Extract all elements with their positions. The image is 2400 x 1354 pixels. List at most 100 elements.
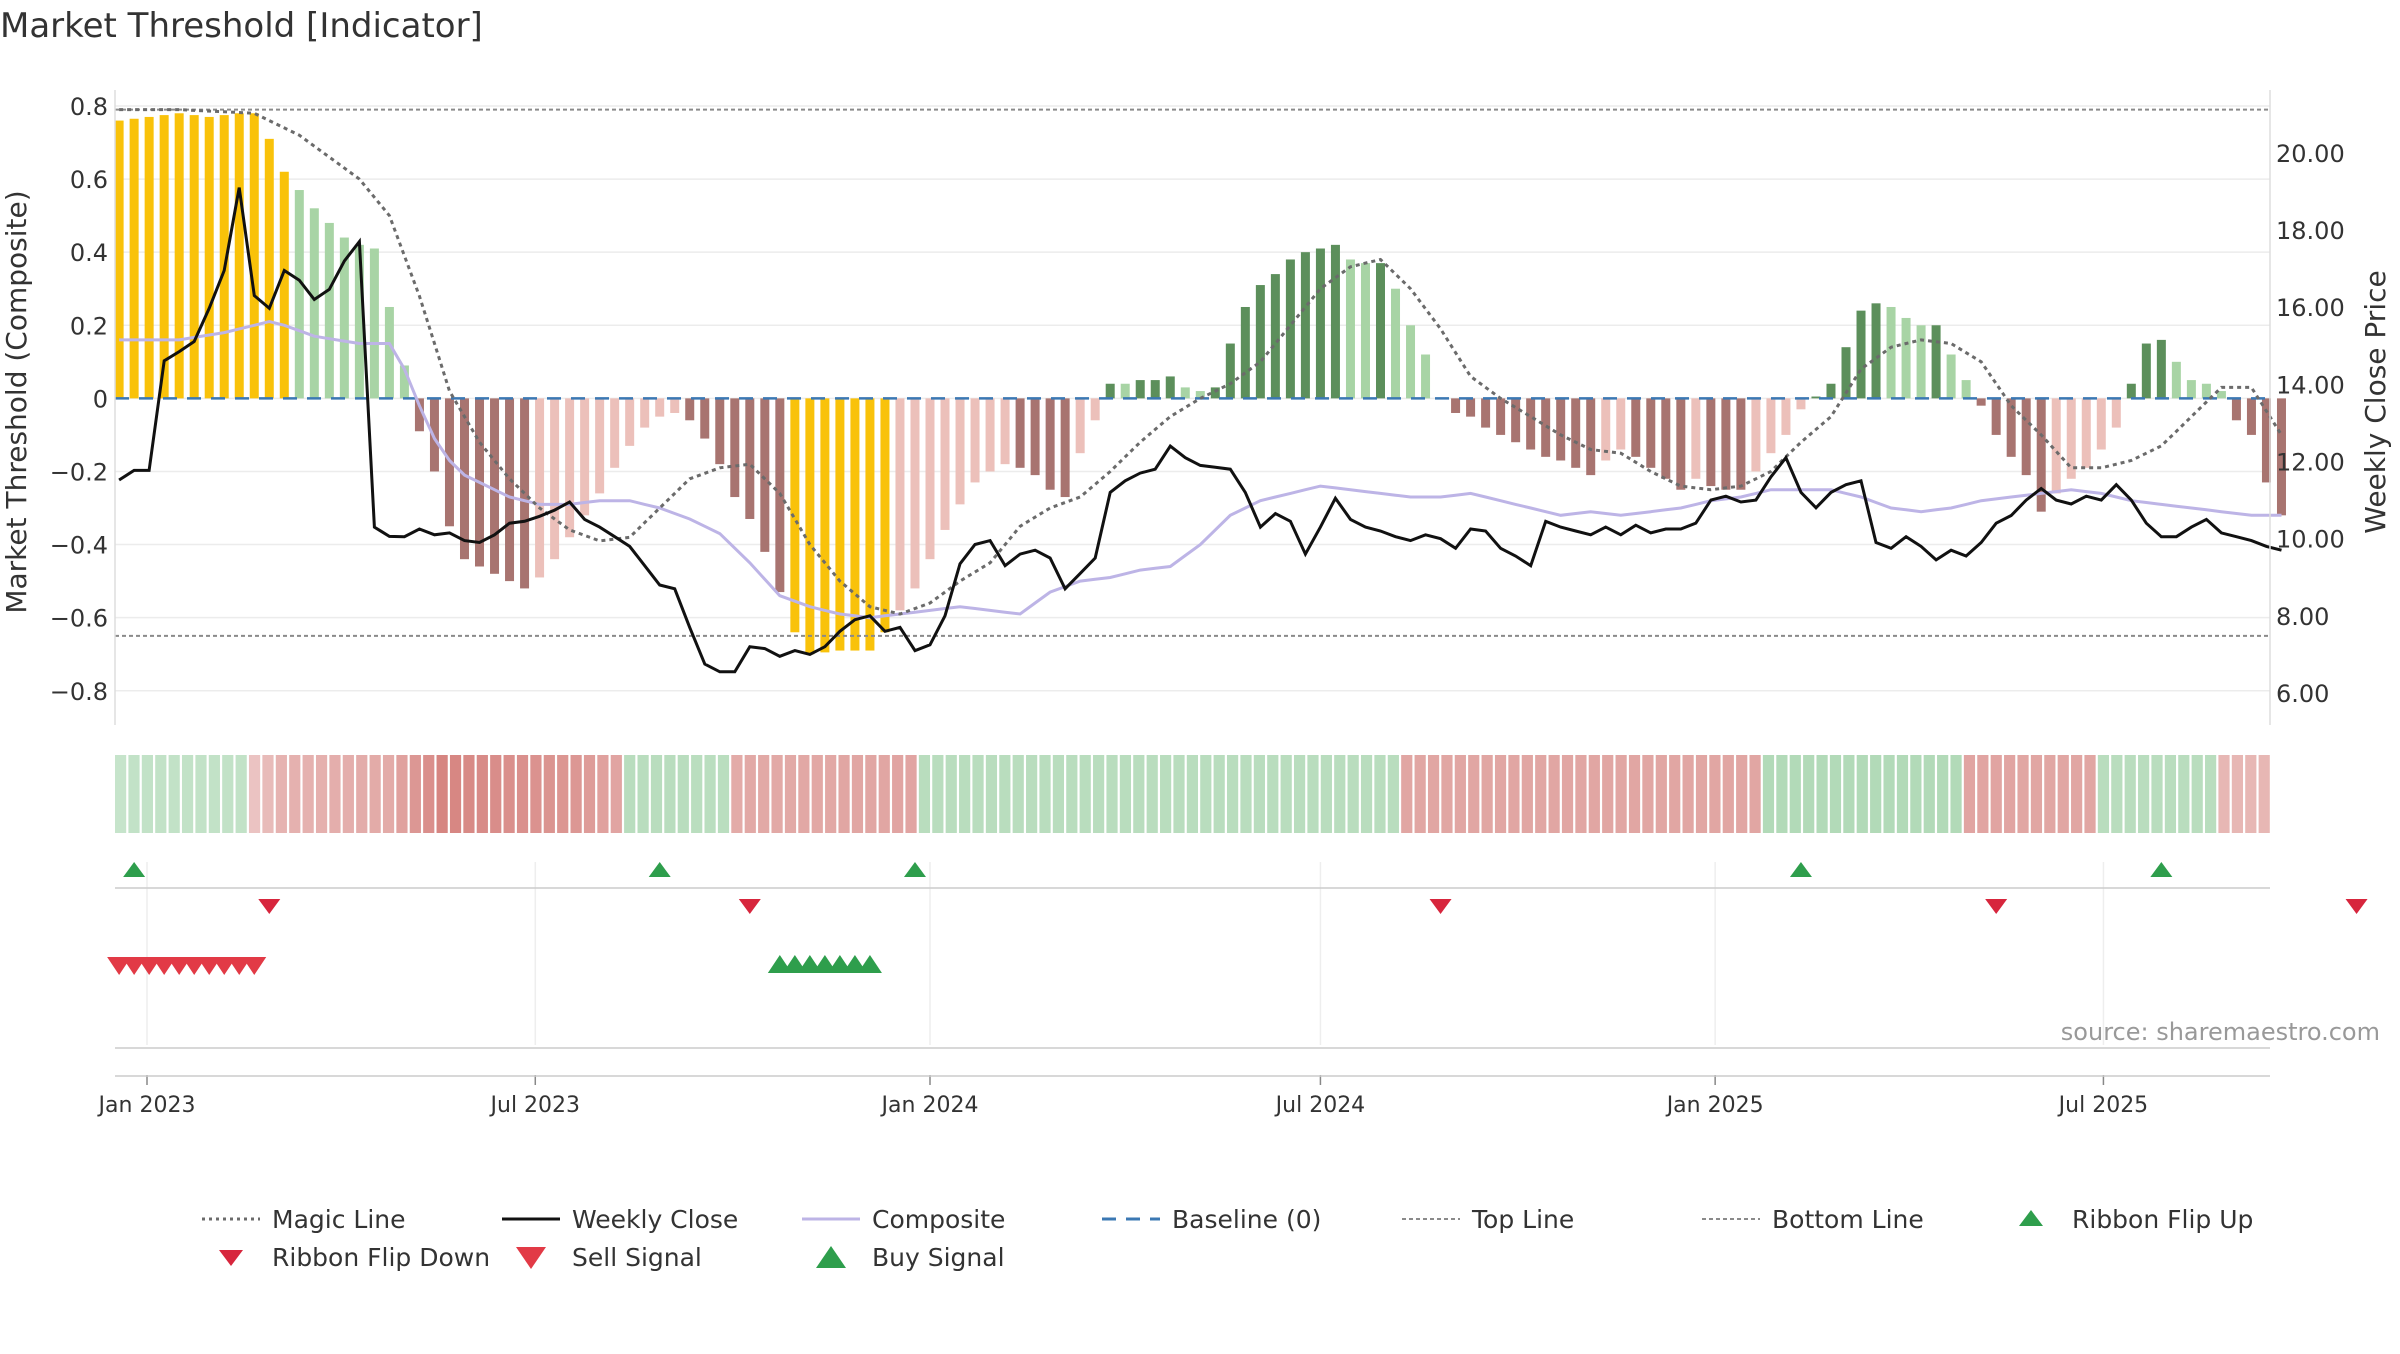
composite-bar [2111, 398, 2121, 428]
ribbon-cell [1963, 755, 1976, 833]
composite-bar [1781, 398, 1791, 435]
bottom-line-symbol [1702, 1218, 1760, 1220]
ribbon-cell [1508, 755, 1520, 833]
ribbon-cell [1173, 755, 1185, 833]
composite-bar [2096, 398, 2106, 450]
composite-bar [640, 398, 650, 428]
legend-label-weekly-close: Weekly Close [572, 1204, 739, 1234]
composite-bar [2231, 398, 2241, 421]
sell-signal-marker [122, 957, 147, 975]
buy-signal-symbol [816, 1246, 846, 1268]
y-axis-label-left: Market Threshold (Composite) [0, 190, 33, 613]
composite-bar [1150, 380, 1160, 399]
ribbon-cell [1883, 755, 1895, 833]
composite-bar [955, 398, 965, 505]
ribbon-cell [717, 755, 730, 833]
ribbon-cell [691, 755, 703, 833]
grid-layer [115, 105, 2270, 1045]
ribbon-cell [315, 755, 328, 833]
composite-bar [925, 398, 935, 560]
ribbon-cell [1133, 755, 1145, 833]
legend-item-ribbon-flip-down: Ribbon Flip Down [200, 1242, 500, 1272]
composite-bar [2246, 398, 2256, 435]
composite-bar [234, 113, 244, 399]
composite-bar [249, 113, 259, 399]
y-tick-left: 0 [93, 385, 108, 413]
composite-bar [2126, 383, 2136, 399]
ribbon-cell [1977, 755, 1989, 833]
composite-bar [309, 208, 319, 399]
ribbon-cell [637, 755, 649, 833]
composite-bar [1496, 398, 1506, 435]
ribbon-cell [516, 755, 529, 833]
legend-row-1: Magic Line Weekly Close Composite Baseli… [200, 1200, 2330, 1238]
ribbon-cell [918, 755, 931, 833]
ribbon-cell [1481, 755, 1493, 833]
ribbon-cell [1910, 755, 1922, 833]
composite-bar [1541, 398, 1551, 457]
ribbon-cell [262, 755, 274, 833]
ribbon-cell [825, 755, 837, 833]
ribbon-cell [2245, 755, 2257, 833]
composite-bar [1766, 398, 1776, 454]
y-tick-left: −0.6 [50, 605, 108, 633]
composite-bar [520, 398, 530, 589]
composite-bar [565, 398, 575, 538]
ribbon-layer [115, 755, 2270, 833]
ribbon-cell [1816, 755, 1828, 833]
buy-signal-marker [797, 955, 822, 973]
legend-label-top-line: Top Line [1472, 1204, 1575, 1234]
top-line-symbol [1402, 1218, 1460, 1220]
axis-layer: 0.8 0.6 0.4 0.2 0 −0.2 −0.4 −0.6 −0.8 20.00 18.00 1… [50, 90, 2345, 1118]
ribbon-cell [1093, 755, 1105, 833]
ribbon-cell [436, 755, 448, 833]
ribbon-cell [369, 755, 381, 833]
ribbon-cell [1427, 755, 1440, 833]
ribbon-cell [1615, 755, 1627, 833]
ribbon-cell [1870, 755, 1882, 833]
ribbon-cell [610, 755, 622, 833]
ribbon-cell [476, 755, 488, 833]
ribbon-cell [222, 755, 234, 833]
composite-bar [1916, 325, 1926, 399]
ribbon-cell [1226, 755, 1239, 833]
ribbon-cell [905, 755, 917, 833]
ribbon-cell [329, 755, 341, 833]
ribbon-cell [1521, 755, 1533, 833]
composite-bar [1135, 380, 1145, 399]
ribbon-cell [2258, 755, 2270, 833]
composite-bar [1976, 398, 1986, 406]
line-layer [115, 108, 2283, 674]
composite-bar [835, 398, 845, 651]
ribbon-cell [289, 755, 301, 833]
ribbon-cell [677, 755, 689, 833]
composite-bar [1120, 383, 1130, 399]
ribbon-flip-up-marker [903, 862, 926, 877]
composite-bar [2201, 383, 2211, 399]
composite-bar [1075, 398, 1085, 454]
ribbon-cell [811, 755, 823, 833]
y-tick-left: −0.2 [50, 458, 108, 486]
composite-bar [1721, 398, 1731, 490]
y-tick-left: −0.8 [50, 678, 108, 706]
ribbon-cell [758, 755, 770, 833]
ribbon-cell [1990, 755, 2002, 833]
composite-bar [2141, 343, 2151, 399]
composite-bar [129, 118, 139, 399]
ribbon-cell [1468, 755, 1480, 833]
ribbon-cell [2017, 755, 2029, 833]
ribbon-cell [1454, 755, 1466, 833]
y-tick-left: 0.6 [70, 166, 108, 194]
composite-bar [399, 365, 409, 399]
ribbon-cell [409, 755, 421, 833]
composite-bar [1736, 398, 1746, 490]
ribbon-cell [463, 755, 475, 833]
ribbon-cell [423, 755, 435, 833]
legend-label-buy-signal: Buy Signal [872, 1242, 1005, 1272]
ribbon-cell [1079, 755, 1091, 833]
ribbon-cell [1682, 755, 1694, 833]
ribbon-flip-down-marker [738, 899, 761, 914]
composite-bar [1000, 398, 1010, 465]
legend-label-magic-line: Magic Line [272, 1204, 406, 1234]
